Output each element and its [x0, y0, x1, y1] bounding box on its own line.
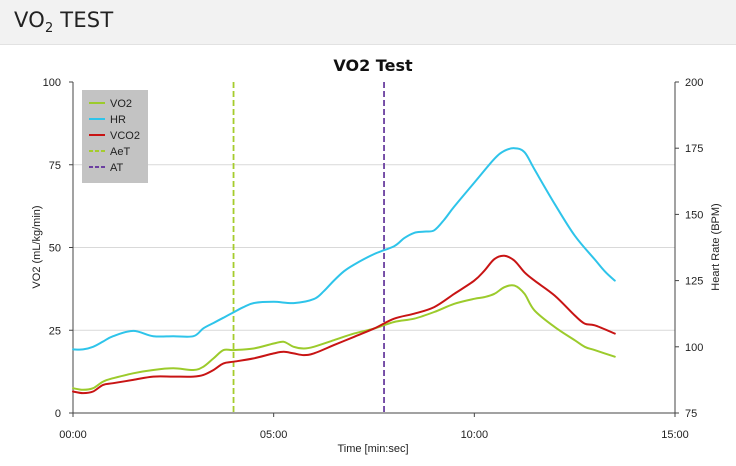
- page-header: VO2 TEST: [0, 0, 736, 45]
- y-tick-label: 50: [49, 243, 61, 255]
- y2-tick-label: 75: [685, 408, 697, 420]
- y-tick-label: 100: [43, 77, 61, 89]
- x-tick-label: 05:00: [260, 429, 288, 441]
- vo2-series-line: [72, 284, 616, 391]
- tick-labels: 0 25 50 75 100 00:00 05:00 10:00 15:00 75 100 125 15…: [43, 77, 704, 441]
- legend-label-vco2: VCO2: [110, 130, 140, 142]
- series-lines: [72, 147, 616, 395]
- y2-tick-label: 175: [685, 143, 703, 155]
- x-tick-label: 10:00: [461, 429, 489, 441]
- y-tick-label: 0: [55, 408, 61, 420]
- y2-tick-label: 125: [685, 276, 703, 288]
- legend-label-aet: AeT: [110, 146, 130, 158]
- chart-title: VO2 Test: [333, 56, 413, 75]
- y2-axis-label: Heart Rate (BPM): [710, 203, 722, 290]
- threshold-lines: [232, 82, 385, 413]
- gridlines: [73, 164, 675, 331]
- legend-label-vo2: VO2: [110, 98, 132, 110]
- y-tick-label: 25: [49, 325, 61, 337]
- x-tick-label: 15:00: [661, 429, 689, 441]
- vco2-series-line: [72, 254, 616, 395]
- y-axis-label: VO2 (mL/kg/min): [31, 205, 43, 288]
- legend: VO2 HR VCO2 AeT AT: [82, 90, 148, 183]
- axes: [69, 81, 679, 417]
- y2-tick-label: 100: [685, 342, 703, 354]
- legend-label-hr: HR: [110, 114, 126, 126]
- hr-series-line: [72, 147, 616, 351]
- x-tick-label: 00:00: [59, 429, 87, 441]
- y-tick-label: 75: [49, 160, 61, 172]
- y2-tick-label: 200: [685, 77, 703, 89]
- x-axis-label: Time [min:sec]: [337, 443, 408, 455]
- page-title: VO2 TEST: [14, 8, 114, 37]
- y2-tick-label: 150: [685, 209, 703, 221]
- legend-label-at: AT: [110, 162, 124, 174]
